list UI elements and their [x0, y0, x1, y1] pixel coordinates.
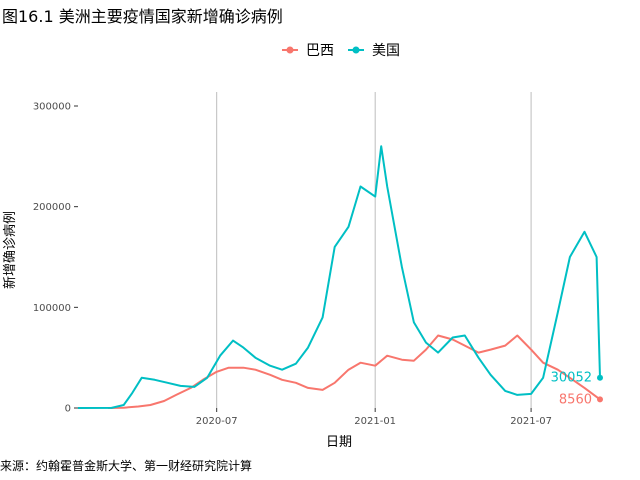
- series-line-0: [108, 334, 601, 409]
- x-axis: 2020-07 2021-01 2021-07: [196, 408, 552, 427]
- end-label-1: 30052: [551, 371, 592, 386]
- grid: [216, 92, 532, 408]
- figure-title: 图16.1 美洲主要疫情国家新增确诊病例: [2, 7, 283, 26]
- x-tick-label: 2021-07: [510, 416, 552, 427]
- series-end-point-1: [597, 374, 603, 381]
- x-tick-label: 2020-07: [196, 416, 238, 427]
- y-tick-label: 300000: [33, 102, 71, 113]
- end-labels: 8560 30052: [551, 371, 592, 408]
- legend-key-point-0: [286, 46, 294, 54]
- legend: 巴西 美国: [282, 43, 400, 59]
- legend-label-0: 巴西: [306, 43, 334, 59]
- series-layer: [77, 145, 603, 409]
- x-tick-label: 2021-01: [354, 416, 396, 427]
- y-axis-title: 新增确诊病例: [2, 211, 18, 289]
- end-label-0: 8560: [559, 392, 592, 407]
- y-tick-label: 0: [65, 404, 71, 415]
- x-axis-title: 日期: [326, 435, 352, 450]
- y-axis: 0 100000 200000 300000: [33, 102, 78, 415]
- legend-key-point-1: [352, 46, 360, 54]
- legend-label-1: 美国: [372, 43, 400, 59]
- y-tick-label: 100000: [33, 303, 71, 314]
- series-line-1: [77, 145, 601, 409]
- y-tick-label: 200000: [33, 202, 71, 213]
- series-end-point-0: [597, 396, 603, 403]
- source-caption: 来源：约翰霍普金斯大学、第一财经研究院计算: [0, 459, 253, 473]
